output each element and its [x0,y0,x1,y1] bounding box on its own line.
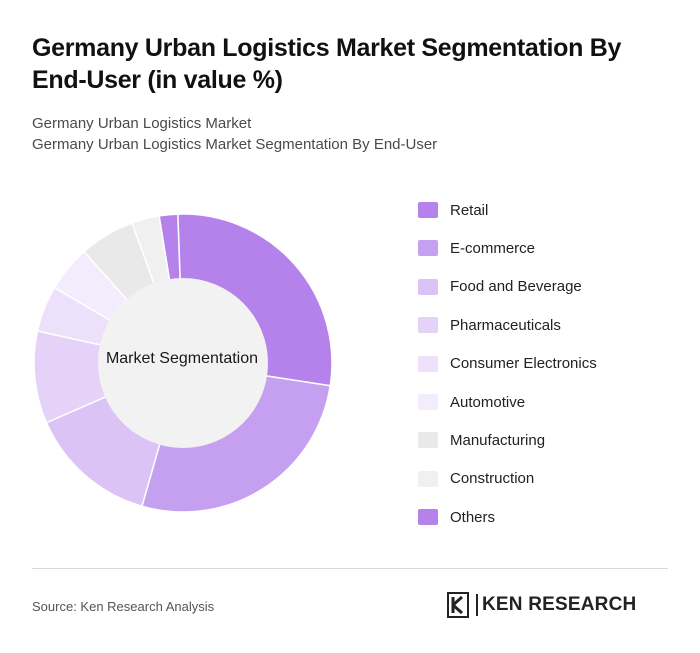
legend-swatch [418,355,438,372]
legend-swatch [418,470,438,487]
legend-swatch [418,278,438,295]
legend-label: E-commerce [450,239,536,257]
ken-research-logo-icon [447,592,469,618]
legend-item: Automotive [418,390,678,414]
donut-center-label: Market Segmentation [105,350,259,367]
legend-label: Others [450,508,496,526]
donut-center [98,278,268,448]
legend-label: Manufacturing [450,431,546,449]
legend-swatch [418,317,438,334]
legend-label: Retail [450,201,489,219]
legend-item: E-commerce [418,236,678,260]
legend-item: Others [418,505,678,529]
legend-label: Pharmaceuticals [450,316,561,334]
legend-item: Construction [418,467,678,491]
legend-label: Consumer Electronics [450,355,597,373]
legend-swatch [418,509,438,526]
subtitle-line-2: Germany Urban Logistics Market Segmentat… [32,136,438,153]
donut-chart [33,213,333,513]
legend-item: Consumer Electronics [418,352,678,376]
logo-separator [476,594,478,616]
subtitle-line-1: Germany Urban Logistics Market [32,115,252,132]
legend-swatch [418,432,438,449]
ken-research-logo: KEN RESEARCH [446,592,636,618]
legend-label: Construction [450,470,535,488]
legend-item: Retail [418,198,678,222]
footer-divider [32,568,668,569]
logo-text: KEN RESEARCH [482,594,637,615]
legend-item: Pharmaceuticals [418,313,678,337]
source-note: Source: Ken Research Analysis [32,599,215,614]
legend-item: Food and Beverage [418,275,678,299]
legend-item: Manufacturing [418,428,678,452]
legend-swatch [418,394,438,410]
legend-label: Automotive [450,393,526,411]
legend-swatch [418,240,438,257]
chart-title: Germany Urban Logistics Market Segmentat… [32,34,622,94]
legend-label: Food and Beverage [450,278,582,296]
chart-subtitle: Germany Urban Logistics Market Germany U… [32,113,437,155]
legend-swatch [418,202,438,218]
